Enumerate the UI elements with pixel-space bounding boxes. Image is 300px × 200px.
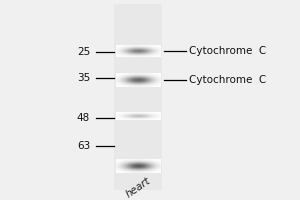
Text: 35: 35 <box>77 73 90 83</box>
Text: 25: 25 <box>77 47 90 57</box>
Text: 48: 48 <box>77 113 90 123</box>
Bar <box>114 4 162 190</box>
Text: heart: heart <box>124 176 152 200</box>
Text: Cytochrome  C: Cytochrome C <box>189 75 266 85</box>
Text: Cytochrome  C: Cytochrome C <box>189 46 266 56</box>
Text: 63: 63 <box>77 141 90 151</box>
